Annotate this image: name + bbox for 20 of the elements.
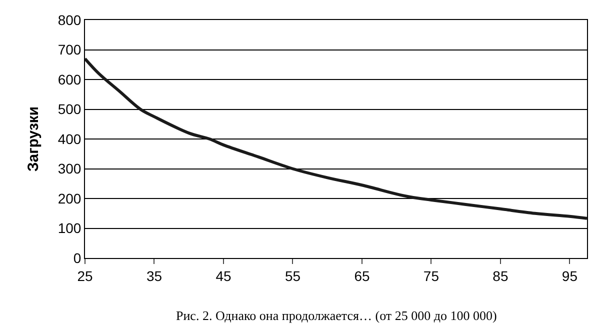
y-tick-label: 700: [58, 42, 82, 58]
x-tick-label: 75: [423, 268, 440, 284]
y-tick-label: 800: [58, 12, 82, 28]
x-tick-label: 25: [77, 268, 93, 284]
x-tick-label: 65: [354, 268, 370, 284]
text: Рис. 2. Однако она продолжается… (от 25 000 до 100 000): [176, 308, 497, 323]
x-tick-label: 35: [146, 268, 162, 284]
y-tick-label: 100: [58, 220, 82, 236]
y-tick-label: 300: [58, 160, 82, 177]
y-tick-label: 400: [58, 130, 82, 147]
line-series: [85, 57, 587, 220]
y-tick-label: 500: [58, 101, 82, 118]
x-tick-label: 95: [562, 268, 578, 284]
y-tick-label: 200: [58, 190, 82, 206]
x-tick-label: 45: [216, 268, 232, 284]
x-tick-label: 55: [284, 268, 301, 284]
x-tick-label: 85: [492, 268, 508, 284]
y-tick-label: 0: [73, 250, 82, 266]
y-axis-title: Загрузки: [25, 106, 42, 172]
y-tick-label: 600: [58, 71, 82, 88]
